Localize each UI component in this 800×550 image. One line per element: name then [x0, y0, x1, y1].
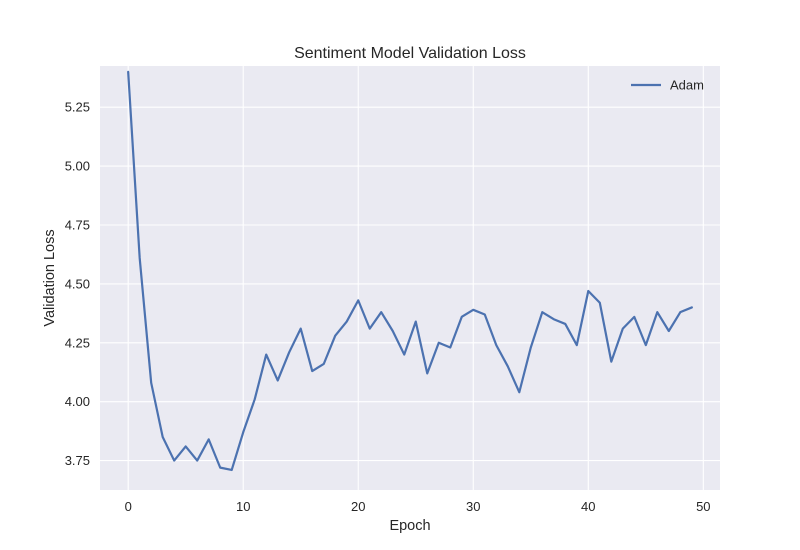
- y-axis-ticks: 3.75 4.00 4.25 4.50 4.75 5.00 5.25: [65, 100, 90, 468]
- data-point: [633, 316, 635, 318]
- data-point: [507, 365, 509, 367]
- series-layer: [127, 70, 693, 472]
- y-tick-label: 4.50: [65, 276, 90, 291]
- data-point: [518, 391, 520, 393]
- chart-title: Sentiment Model Validation Loss: [294, 45, 526, 62]
- x-tick-label: 50: [696, 499, 710, 514]
- x-tick-label: 20: [351, 499, 365, 514]
- legend-label: Adam: [670, 78, 704, 93]
- x-axis-label: Epoch: [389, 518, 430, 534]
- data-point: [219, 466, 221, 468]
- data-point: [553, 318, 555, 320]
- x-axis-ticks: 0 10 20 30 40 50: [125, 499, 711, 514]
- x-tick-label: 40: [581, 499, 595, 514]
- data-point: [495, 344, 497, 346]
- data-point: [403, 353, 405, 355]
- x-tick-label: 0: [125, 499, 132, 514]
- data-point: [300, 327, 302, 329]
- data-point: [576, 344, 578, 346]
- data-point: [610, 360, 612, 362]
- data-point: [161, 436, 163, 438]
- legend: Adam: [631, 78, 704, 93]
- data-point: [392, 330, 394, 332]
- data-point: [645, 344, 647, 346]
- data-point: [622, 327, 624, 329]
- data-point: [530, 346, 532, 348]
- x-tick-label: 30: [466, 499, 480, 514]
- data-point: [184, 445, 186, 447]
- data-point: [288, 351, 290, 353]
- y-tick-label: 5.25: [65, 100, 90, 115]
- plot-area: [100, 66, 720, 490]
- data-point: [438, 342, 440, 344]
- y-tick-label: 5.00: [65, 159, 90, 174]
- data-point: [323, 363, 325, 365]
- data-point: [196, 459, 198, 461]
- y-tick-label: 4.25: [65, 335, 90, 350]
- data-point: [138, 257, 140, 259]
- data-point: [472, 309, 474, 311]
- data-point: [254, 398, 256, 400]
- y-axis-label: Validation Loss: [42, 229, 58, 326]
- y-tick-label: 4.75: [65, 218, 90, 233]
- y-tick-label: 4.00: [65, 394, 90, 409]
- data-point: [208, 438, 210, 440]
- data-point: [173, 459, 175, 461]
- data-point: [311, 370, 313, 372]
- data-point: [231, 469, 233, 471]
- data-point: [484, 313, 486, 315]
- data-point: [150, 382, 152, 384]
- data-point: [127, 71, 129, 73]
- data-point: [380, 311, 382, 313]
- data-point: [426, 372, 428, 374]
- data-point: [357, 299, 359, 301]
- series-line-adam: [127, 70, 693, 472]
- y-tick-label: 3.75: [65, 453, 90, 468]
- data-point: [541, 311, 543, 313]
- data-point: [369, 327, 371, 329]
- data-point: [587, 290, 589, 292]
- data-point: [242, 431, 244, 433]
- grid: [100, 66, 720, 490]
- data-point: [346, 320, 348, 322]
- data-point: [564, 323, 566, 325]
- data-point: [415, 320, 417, 322]
- data-point: [449, 346, 451, 348]
- data-point: [679, 311, 681, 313]
- data-point: [265, 353, 267, 355]
- data-point: [656, 311, 658, 313]
- x-tick-label: 10: [236, 499, 250, 514]
- data-point: [599, 302, 601, 304]
- data-point: [334, 335, 336, 337]
- data-point: [277, 379, 279, 381]
- data-point: [691, 306, 693, 308]
- data-point: [461, 316, 463, 318]
- data-point: [668, 330, 670, 332]
